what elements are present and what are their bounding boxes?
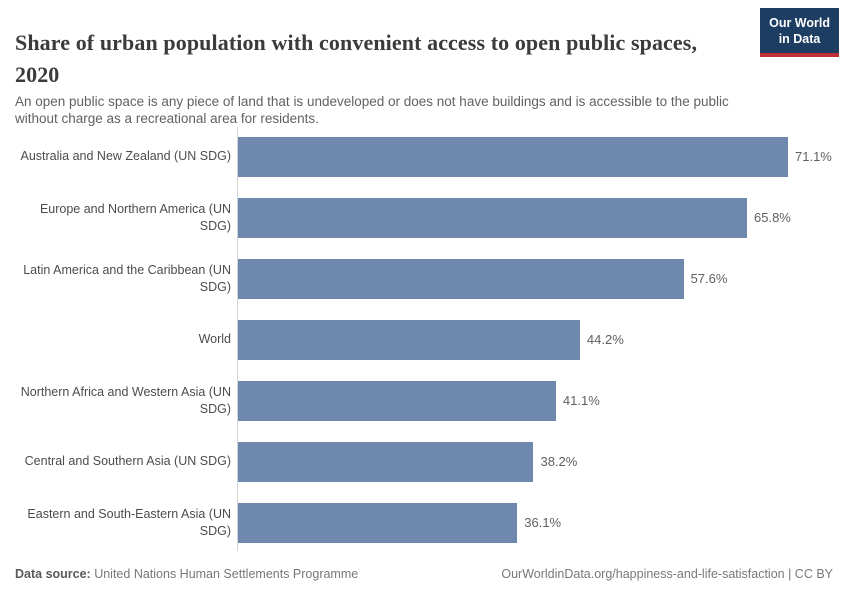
value-label: 71.1% — [795, 149, 832, 164]
bar-area: 57.6% — [238, 258, 850, 299]
y-axis-line — [237, 127, 238, 551]
value-label: 57.6% — [690, 271, 728, 286]
value-label: 41.1% — [562, 393, 600, 408]
category-label: World — [198, 332, 231, 347]
data-source-value: United Nations Human Settlements Program… — [90, 567, 359, 581]
value-label: 65.8% — [754, 210, 791, 225]
chart-subtitle: An open public space is any piece of lan… — [15, 93, 729, 127]
bar[interactable] — [238, 197, 747, 238]
bar[interactable] — [238, 258, 684, 299]
bar-chart: Australia and New Zealand (UN SDG) 71.1% E… — [0, 126, 850, 553]
chart-title: Share of urban population with convenien… — [15, 29, 698, 87]
chart-row: Europe and Northern America (UN SDG) 65.8… — [0, 187, 850, 248]
category-label: Europe and Northern America (UN SDG) — [39, 202, 231, 233]
chart-rows: Australia and New Zealand (UN SDG) 71.1% E… — [0, 126, 850, 553]
bar-area: 71.1% — [238, 136, 850, 177]
value-label: 38.2% — [540, 454, 578, 469]
owid-logo-line1: Our World — [769, 16, 830, 30]
owid-license-link[interactable]: OurWorldinData.org/happiness-and-life-sa… — [501, 567, 833, 581]
category-label: Eastern and South-Eastern Asia (UN SDG) — [27, 507, 231, 538]
chart-row: World 44.2% — [0, 309, 850, 370]
category-label: Central and Southern Asia (UN SDG) — [24, 454, 231, 469]
chart-row: Latin America and the Caribbean (UN SDG)… — [0, 248, 850, 309]
bar[interactable] — [238, 136, 788, 177]
owid-logo[interactable]: Our World in Data — [760, 8, 839, 57]
data-source: Data source: United Nations Human Settle… — [15, 567, 358, 581]
bar-area: 41.1% — [238, 380, 850, 421]
chart-row: Northern Africa and Western Asia (UN SDG… — [0, 370, 850, 431]
bar-area: 36.1% — [238, 502, 850, 543]
bar[interactable] — [238, 441, 534, 482]
chart-row: Australia and New Zealand (UN SDG) 71.1% — [0, 126, 850, 187]
value-label: 36.1% — [524, 515, 562, 530]
bar-area: 44.2% — [238, 319, 850, 360]
category-label: Northern Africa and Western Asia (UN SDG… — [20, 385, 231, 416]
chart-row: Eastern and South-Eastern Asia (UN SDG) 3… — [0, 492, 850, 553]
chart-row: Central and Southern Asia (UN SDG) 38.2% — [0, 431, 850, 492]
bar[interactable] — [238, 380, 556, 421]
bar[interactable] — [238, 319, 580, 360]
data-source-label: Data source: — [15, 567, 91, 581]
owid-logo-line2: in Data — [778, 32, 821, 47]
category-label: Australia and New Zealand (UN SDG) — [20, 149, 232, 164]
chart-footer: Data source: United Nations Human Settle… — [15, 567, 833, 581]
bar[interactable] — [238, 502, 518, 543]
bar-area: 38.2% — [238, 441, 850, 482]
value-label: 44.2% — [586, 332, 624, 347]
bar-area: 65.8% — [238, 197, 850, 238]
category-label: Latin America and the Caribbean (UN SDG) — [23, 263, 231, 294]
